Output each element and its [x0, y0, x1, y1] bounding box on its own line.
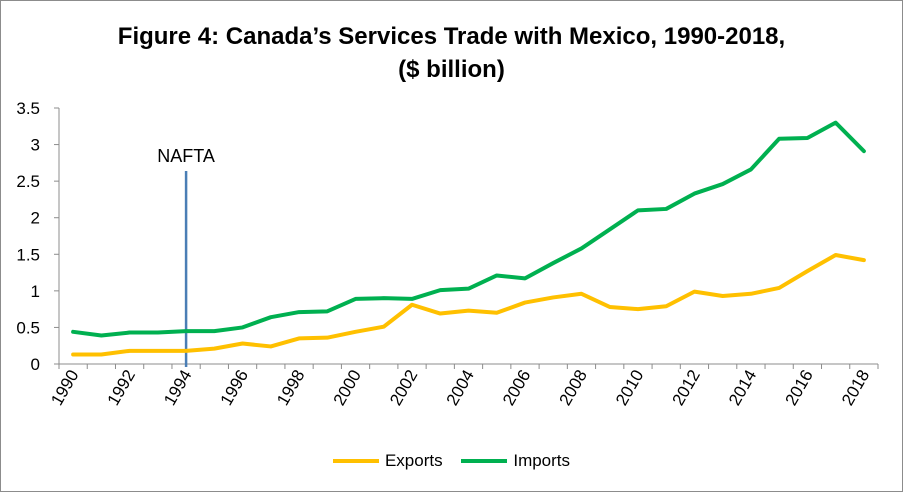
legend-item-exports: Exports [332, 451, 443, 471]
chart-title-line1: Figure 4: Canada’s Services Trade with M… [117, 23, 786, 50]
x-tick-label: 2010 [612, 367, 647, 409]
x-tick-label: 2014 [725, 367, 760, 409]
legend-label-imports: Imports [513, 451, 571, 470]
x-tick-label: 2012 [669, 367, 704, 409]
y-tick-label: 3.5 [16, 99, 40, 118]
y-tick-label: 3 [31, 136, 40, 155]
chart-title-line2: ($ billion) [398, 56, 505, 83]
x-tick-label: 2004 [443, 367, 478, 409]
x-tick-label: 2006 [499, 367, 534, 409]
chart-title: Figure 4: Canada’s Services Trade with M… [0, 20, 903, 86]
x-tick-label: 1990 [47, 367, 82, 409]
y-tick-label: 1 [31, 282, 40, 301]
nafta-label: NAFTA [157, 146, 215, 166]
x-tick-label: 1992 [104, 367, 139, 409]
x-tick-label: 2002 [386, 367, 421, 409]
x-tick-label: 1996 [217, 367, 252, 409]
legend-swatch-imports [461, 459, 508, 463]
x-tick-label: 2016 [781, 367, 816, 409]
y-tick-label: 0 [31, 355, 40, 374]
x-tick-label: 1994 [160, 367, 195, 409]
x-tick-label: 1998 [273, 367, 308, 409]
legend-label-exports: Exports [384, 451, 443, 470]
series-line-exports [71, 253, 866, 357]
x-tick-label: 2008 [556, 367, 591, 409]
y-tick-label: 2.5 [16, 172, 40, 191]
y-tick-label: 2 [31, 209, 40, 228]
legend-swatch-exports [332, 459, 379, 463]
series-line-imports [71, 120, 866, 338]
legend-item-imports: Imports [461, 451, 570, 471]
x-tick-label: 2018 [838, 367, 873, 409]
legend: Exports Imports [0, 448, 903, 471]
y-tick-label: 0.5 [16, 318, 40, 337]
x-tick-label: 2000 [330, 367, 365, 409]
y-tick-label: 1.5 [16, 245, 40, 264]
